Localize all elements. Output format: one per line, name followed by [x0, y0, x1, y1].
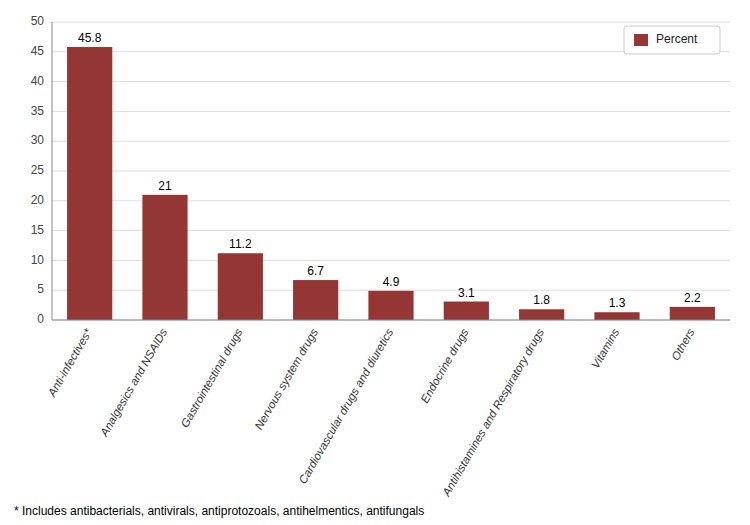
x-tick-label: Analgesics and NSAIDs	[97, 326, 169, 439]
grid-line	[52, 81, 730, 82]
x-tick-label: Antihistamines and Respiratory drugs	[440, 326, 547, 499]
bar	[519, 309, 564, 320]
y-tick-label: 35	[31, 104, 45, 118]
x-tick-label: Vitamins	[589, 326, 621, 370]
bar	[444, 302, 489, 320]
x-tick-label: Gastrointestinal drugs	[178, 326, 244, 429]
chart-container: 0 5 10 15 20 25 30 35 40 45 50 45.8 21 11.2 6.7 4.9 3.1 1…	[0, 0, 750, 525]
y-tick-label: 50	[31, 14, 45, 28]
data-label: 3.1	[458, 286, 475, 300]
y-tick-label: 5	[37, 282, 44, 296]
grid-line	[52, 141, 730, 142]
footnote: * Includes antibacterials, antivirals, a…	[14, 504, 424, 518]
bar	[670, 307, 715, 320]
data-label: 45.8	[78, 31, 102, 45]
bars	[67, 47, 715, 320]
y-tick-label: 10	[31, 253, 45, 267]
y-tick-label: 40	[31, 74, 45, 88]
data-label: 1.8	[533, 293, 550, 307]
data-label: 11.2	[229, 237, 252, 251]
data-label: 6.7	[307, 264, 324, 278]
y-tick-label: 20	[31, 193, 45, 207]
x-tick-label: Cardiovascular drugs and diuretics	[296, 326, 395, 486]
bar	[218, 253, 263, 320]
bar	[67, 47, 112, 320]
grid-line	[52, 320, 730, 321]
x-axis-line	[52, 320, 730, 321]
bar	[142, 195, 187, 320]
legend-label: Percent	[656, 32, 698, 46]
data-labels: 45.8 21 11.2 6.7 4.9 3.1 1.8 1.3 2.2	[78, 31, 701, 310]
y-tick-label: 0	[37, 312, 44, 326]
grid-line	[52, 111, 730, 112]
data-label: 2.2	[684, 291, 701, 305]
y-tick-label: 45	[31, 44, 45, 58]
data-label: 21	[158, 179, 172, 193]
legend-swatch	[634, 34, 648, 46]
y-tick-label: 15	[31, 223, 45, 237]
x-tick-label: Endocrine drugs	[418, 326, 470, 405]
bar	[293, 280, 338, 320]
data-label: 4.9	[383, 275, 400, 289]
x-tick-label: Nervous system drugs	[252, 326, 320, 431]
legend: Percent	[624, 26, 720, 54]
bar	[368, 291, 413, 320]
grid	[52, 22, 730, 320]
y-axis-line	[52, 22, 53, 320]
x-axis: Anti-infectives*Analgesics and NSAIDsGas…	[45, 326, 697, 499]
y-axis: 0 5 10 15 20 25 30 35 40 45 50	[31, 14, 45, 326]
grid-line	[52, 171, 730, 172]
x-tick-label: Anti-infectives*	[45, 326, 94, 399]
data-label: 1.3	[609, 296, 626, 310]
legend-box	[624, 26, 720, 54]
bar	[594, 312, 639, 320]
y-tick-label: 30	[31, 133, 45, 147]
grid-line	[52, 22, 730, 23]
x-tick-label: Others	[669, 326, 697, 362]
y-tick-label: 25	[31, 163, 45, 177]
chart: 0 5 10 15 20 25 30 35 40 45 50 45.8 21 11.2 6.7 4.9 3.1 1…	[0, 0, 750, 525]
